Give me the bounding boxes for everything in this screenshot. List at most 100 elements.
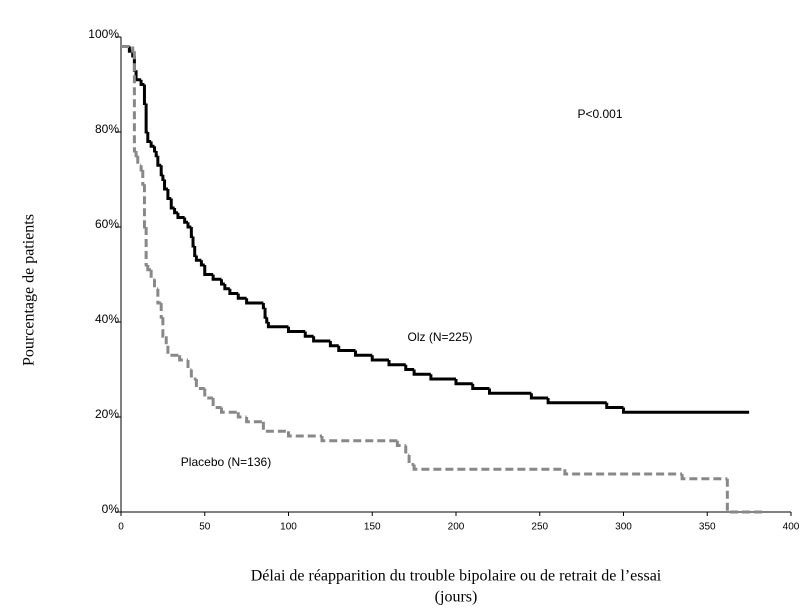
y-tick-label: 0%: [102, 502, 120, 516]
km-step: [166, 189, 172, 200]
km-step: [176, 212, 185, 219]
x-tick-label: 0: [118, 522, 124, 533]
km-step: [287, 431, 322, 438]
km-step: [387, 360, 406, 367]
x-tick-label: 150: [364, 522, 381, 533]
km-step: [132, 51, 137, 153]
km-step: [159, 303, 163, 319]
km-step: [287, 326, 306, 333]
km-step: [412, 369, 431, 376]
km-step: [178, 355, 188, 362]
y-axis-label: Pourcentage de patients: [21, 214, 38, 366]
km-step: [161, 174, 165, 181]
km-step: [236, 293, 247, 300]
km-step: [303, 331, 314, 338]
km-step: [471, 383, 490, 390]
km-step: [203, 388, 214, 400]
km-step: [245, 298, 264, 305]
km-step: [412, 464, 565, 471]
km-step: [149, 269, 155, 281]
y-tick-label: 60%: [95, 217, 119, 231]
km-step: [488, 388, 532, 395]
km-step: [328, 341, 339, 348]
placebo-label: Placebo (N=136): [181, 455, 271, 469]
km-step: [169, 198, 175, 210]
km-step: [220, 407, 239, 414]
km-step: [144, 103, 148, 134]
km-step: [211, 274, 222, 281]
x-axis-label: (jours): [435, 589, 478, 606]
x-tick-label: 400: [783, 522, 800, 533]
km-step: [146, 132, 152, 143]
km-step: [163, 179, 168, 191]
km-step: [154, 151, 158, 158]
km-step: [404, 364, 415, 371]
km-step: [194, 379, 205, 390]
km-step: [236, 412, 247, 419]
km-step: [173, 208, 178, 215]
olz-label: Olz (N=225): [407, 330, 472, 344]
x-tick-label: 100: [280, 522, 297, 533]
km-step: [159, 165, 163, 177]
km-step: [529, 393, 549, 400]
km-step: [407, 455, 415, 466]
km-step: [134, 70, 142, 82]
km-step: [161, 317, 167, 338]
x-tick-label: 250: [531, 522, 548, 533]
km-step: [563, 469, 683, 476]
x-axis-label: Délai de réapparition du trouble bipolai…: [251, 568, 662, 585]
km-step: [156, 288, 162, 305]
km-step: [370, 355, 389, 362]
km-step: [622, 407, 750, 414]
km-step: [429, 374, 456, 381]
km-step: [203, 265, 214, 276]
km-step: [220, 279, 225, 286]
km-step: [186, 360, 192, 371]
km-step: [156, 155, 162, 167]
km-step: [605, 402, 624, 409]
km-step: [263, 307, 267, 319]
km-step: [261, 421, 289, 433]
km-step: [189, 369, 197, 381]
km-step: [194, 255, 202, 262]
km-step: [312, 336, 331, 343]
km-step: [136, 155, 142, 167]
km-step: [186, 222, 192, 229]
km-step: [395, 440, 406, 447]
km-step: [265, 317, 269, 324]
km-step: [141, 170, 145, 186]
x-tick-label: 350: [699, 522, 716, 533]
km-step: [454, 379, 473, 386]
km-step: [134, 151, 138, 158]
x-tick-label: 50: [199, 522, 211, 533]
km-step: [164, 336, 168, 348]
km-step: [193, 246, 197, 257]
y-tick-label: 80%: [95, 122, 119, 136]
km-step: [144, 227, 148, 267]
km-step: [404, 445, 410, 457]
km-step: [131, 46, 135, 53]
km-step: [725, 478, 766, 514]
km-step: [139, 165, 143, 172]
km-step: [211, 398, 222, 409]
km-step: [142, 184, 147, 229]
km-step: [223, 284, 230, 291]
km-step: [142, 84, 147, 105]
km-step: [546, 398, 607, 405]
km-step: [199, 260, 205, 267]
km-step: [337, 345, 356, 352]
km-step: [183, 217, 188, 224]
x-tick-label: 200: [448, 522, 465, 533]
km-step: [139, 79, 145, 86]
km-step: [191, 236, 195, 248]
km-step: [153, 279, 158, 291]
km-step: [320, 436, 398, 443]
km-step: [166, 345, 180, 357]
km-step: [680, 474, 728, 481]
km-step: [153, 146, 157, 153]
p-value: P<0.001: [577, 107, 622, 121]
y-tick-label: 20%: [95, 407, 119, 421]
y-tick-label: 40%: [95, 312, 119, 326]
km-step: [354, 350, 373, 357]
